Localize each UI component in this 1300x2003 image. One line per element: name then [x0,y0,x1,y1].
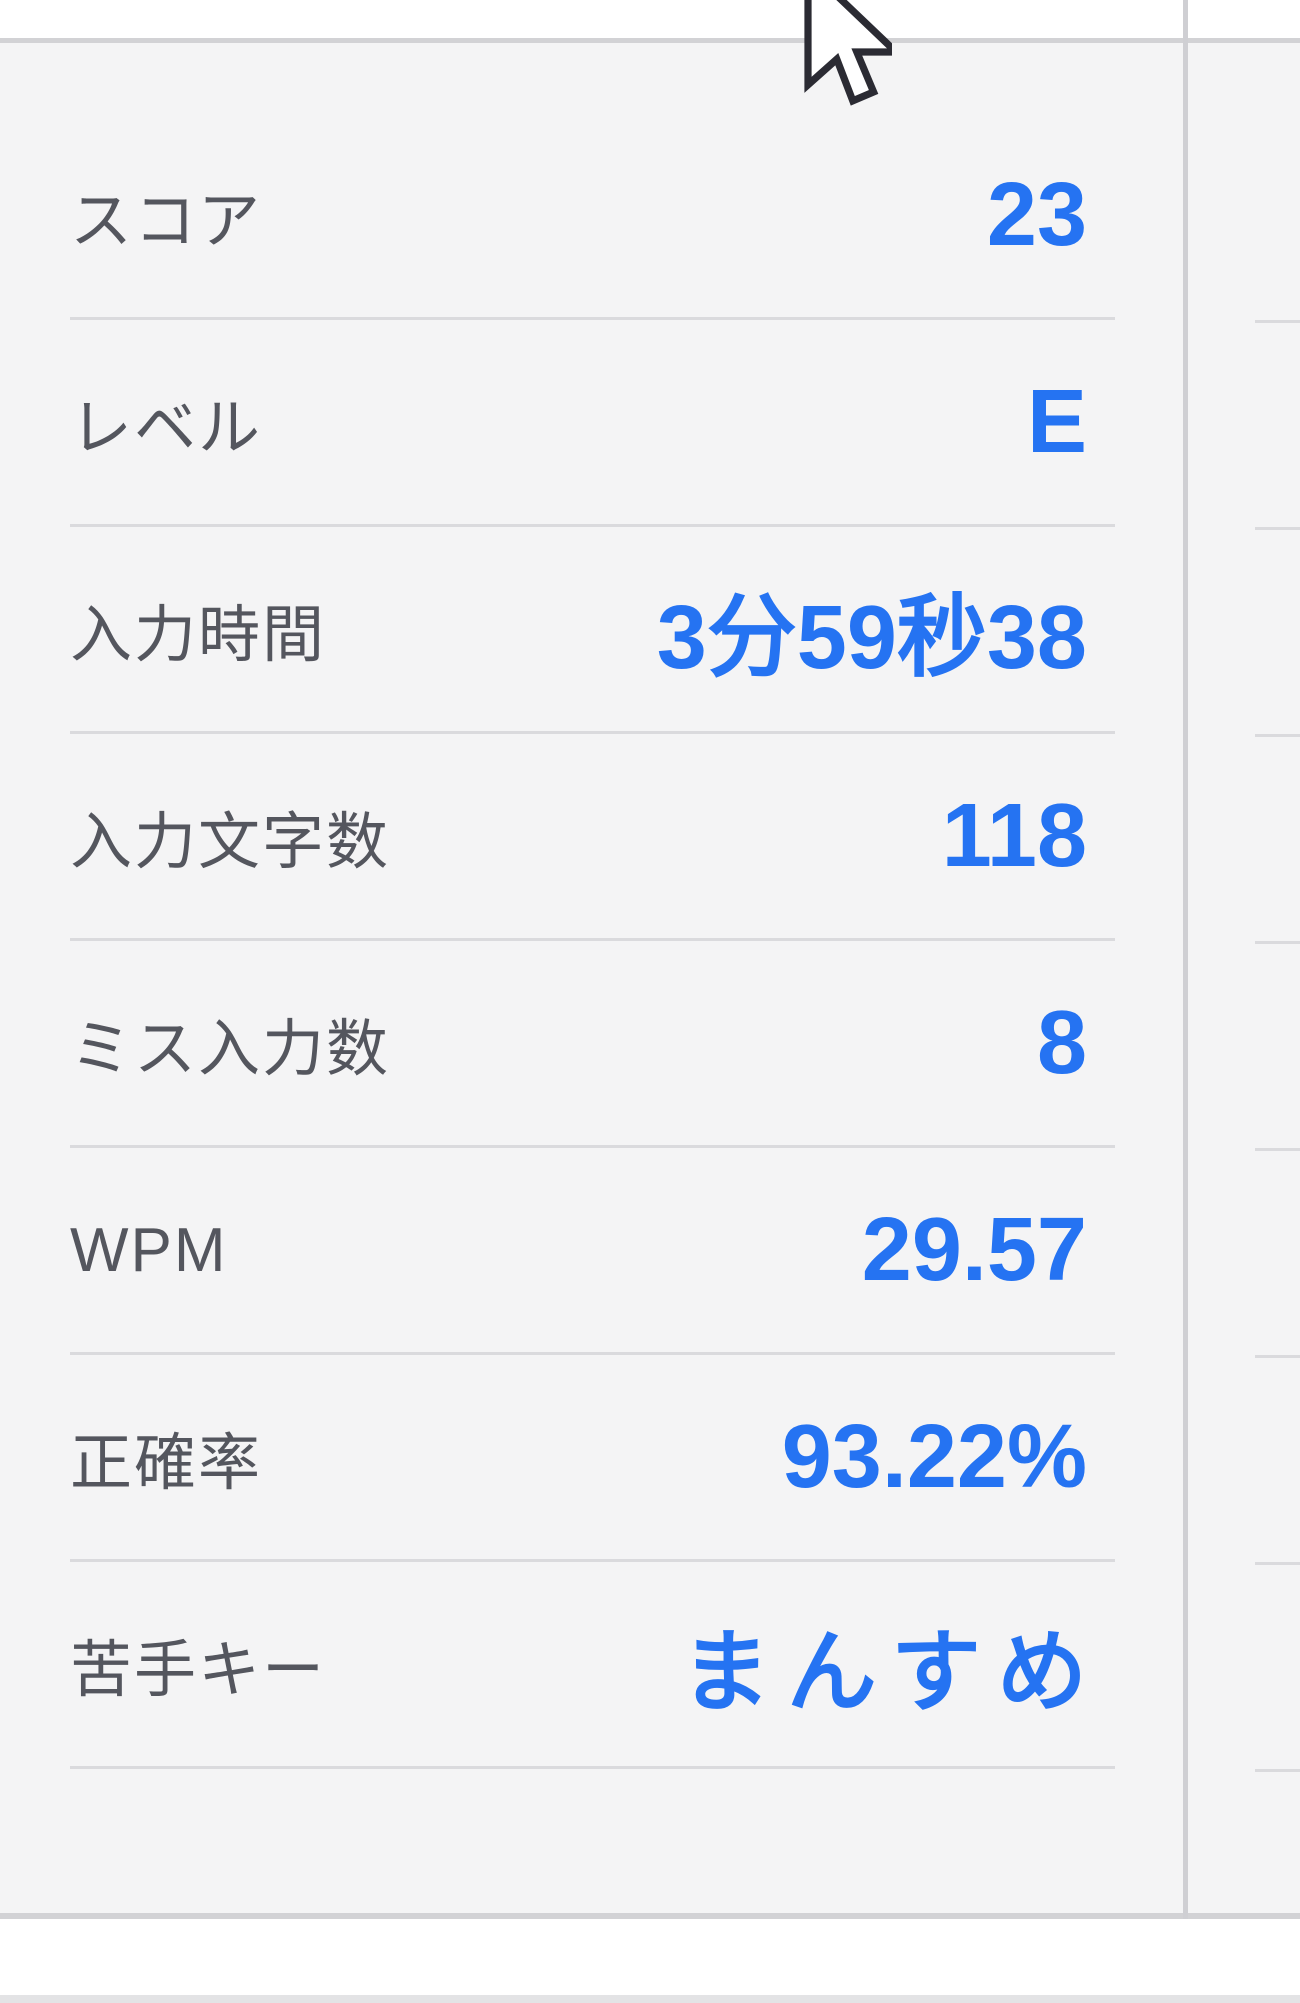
panel-bottom-border [0,1913,1300,1919]
panel-top-border [0,38,1300,43]
results-panel [0,43,1300,1913]
miss-count-label: ミス入力数 [70,1015,391,1084]
panel-vertical-divider [1183,0,1188,1919]
accuracy-label: 正確率 [70,1429,263,1498]
score-label: スコア [70,187,263,256]
right-panel-separator [1255,1769,1300,1772]
accuracy-value: 93.22% [781,1406,1087,1507]
level-label: レベル [70,394,263,463]
right-panel-separator [1255,320,1300,323]
right-panel-separator [1255,1148,1300,1151]
score-value: 23 [986,164,1087,265]
miss-count-value: 8 [1036,992,1087,1093]
wpm-label: WPM [70,1215,228,1285]
wpm-value: 29.57 [861,1199,1087,1300]
right-panel-separator [1255,734,1300,737]
right-panel-separator [1255,1562,1300,1565]
stat-row-miss-count: ミス入力数 8 [70,941,1115,1148]
stat-row-input-time: 入力時間 3分59秒38 [70,527,1115,734]
weak-keys-value: まんすめ [680,1623,1103,1723]
weak-keys-label: 苦手キー [70,1636,327,1705]
char-count-label: 入力文字数 [70,808,391,877]
right-panel-separator [1255,941,1300,944]
right-panel-separator [1255,1355,1300,1358]
input-time-label: 入力時間 [70,601,327,670]
level-value: E [1026,371,1087,472]
right-panel-separator [1255,527,1300,530]
page-bottom-band [0,1995,1300,2003]
stat-row-accuracy: 正確率 93.22% [70,1355,1115,1562]
input-time-value: 3分59秒38 [656,588,1087,688]
stat-row-score: スコア 23 [70,113,1115,320]
stat-row-wpm: WPM 29.57 [70,1148,1115,1355]
mouse-cursor-icon [804,0,892,106]
stat-row-weak-keys: 苦手キー まんすめ [70,1562,1115,1769]
stat-row-level: レベル E [70,320,1115,527]
char-count-value: 118 [941,785,1087,886]
stat-row-char-count: 入力文字数 118 [70,734,1115,941]
